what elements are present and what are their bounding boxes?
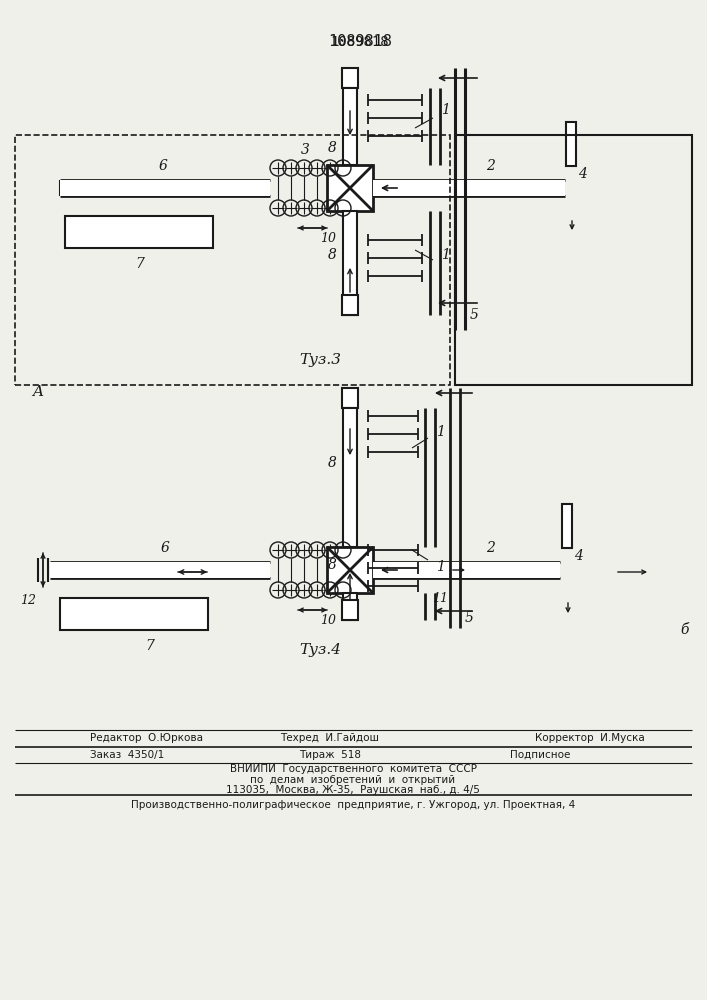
Text: 5: 5 [470, 308, 479, 322]
Text: Корректор  И.Муска: Корректор И.Муска [535, 733, 645, 743]
Text: 1: 1 [436, 425, 445, 439]
Bar [15, 135, 450, 385]
Text: 3: 3 [300, 143, 310, 157]
Bar [343, 88, 357, 165]
Text: 113035,  Москва, Ж-35,  Раушская  наб., д. 4/5: 113035, Москва, Ж-35, Раушская наб., д. … [226, 785, 480, 795]
Bar [373, 180, 565, 196]
Text: 1089818: 1089818 [328, 34, 392, 49]
Bar [343, 593, 357, 620]
Text: Подписное: Подписное [510, 750, 570, 760]
Text: 12: 12 [20, 593, 36, 606]
Text: 8: 8 [327, 248, 337, 262]
Text: 10: 10 [320, 232, 336, 244]
Text: 11: 11 [432, 591, 448, 604]
Text: 1: 1 [440, 248, 450, 262]
Text: 5: 5 [465, 611, 474, 625]
Text: Техред  И.Гайдош: Техред И.Гайдош [281, 733, 380, 743]
Text: 8: 8 [327, 141, 337, 155]
Bar [342, 68, 358, 88]
Text: Производственно-полиграфическое  предприятие, г. Ужгород, ул. Проектная, 4: Производственно-полиграфическое предприя… [131, 800, 575, 810]
Bar [65, 216, 213, 248]
Text: 2: 2 [486, 541, 494, 555]
Text: Заказ  4350/1: Заказ 4350/1 [90, 750, 164, 760]
Bar [343, 211, 357, 315]
Text: Тираж  518: Тираж 518 [299, 750, 361, 760]
Bar [327, 165, 373, 211]
Bar [562, 504, 572, 548]
Bar [327, 547, 373, 593]
Bar [343, 408, 357, 547]
Bar [60, 180, 270, 196]
Text: A: A [32, 385, 43, 399]
Bar [327, 165, 373, 211]
Text: 2: 2 [486, 159, 494, 173]
Text: 6: 6 [160, 541, 170, 555]
Text: Τуз.4: Τуз.4 [299, 643, 341, 657]
Text: 8: 8 [327, 558, 337, 572]
Bar [60, 598, 208, 630]
Bar [373, 562, 560, 578]
Text: ВНИИПИ  Государственного  комитета  СССР: ВНИИПИ Государственного комитета СССР [230, 764, 477, 774]
Text: 1089818: 1089818 [331, 35, 390, 49]
Text: 6: 6 [158, 159, 168, 173]
Text: 8: 8 [327, 456, 337, 470]
Bar [50, 562, 270, 578]
Bar [342, 388, 358, 408]
Text: 4: 4 [578, 167, 586, 181]
Text: б: б [681, 623, 689, 637]
Text: Τуз.3: Τуз.3 [299, 353, 341, 367]
Text: 1: 1 [440, 103, 450, 117]
Text: по  делам  изобретений  и  открытий: по делам изобретений и открытий [250, 775, 455, 785]
Text: 7: 7 [136, 257, 144, 271]
Text: 7: 7 [146, 639, 154, 653]
Text: 10: 10 [320, 613, 336, 626]
Bar [342, 295, 358, 315]
Text: Редактор  О.Юркова: Редактор О.Юркова [90, 733, 203, 743]
Text: 4: 4 [573, 549, 583, 563]
Bar [327, 547, 373, 593]
Text: 1: 1 [436, 560, 445, 574]
Bar [455, 135, 692, 385]
Bar [342, 600, 358, 620]
Bar [566, 122, 576, 166]
